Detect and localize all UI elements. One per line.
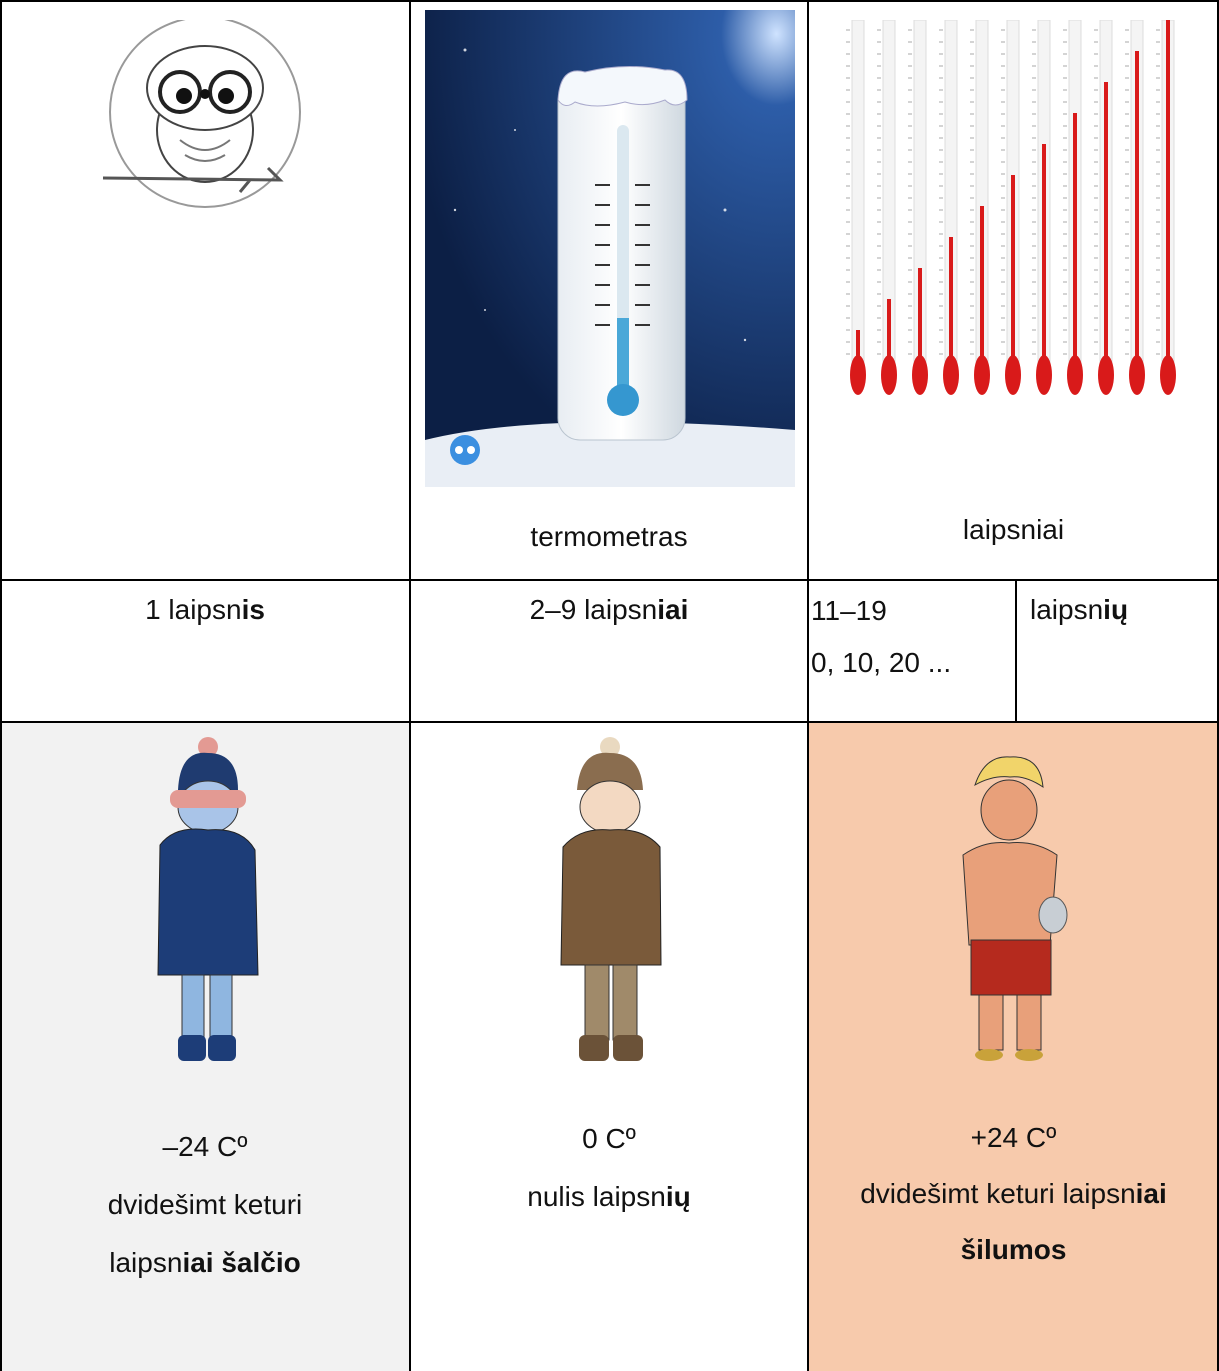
cell-text: 1 laipsnis	[0, 585, 410, 635]
text-run: dvidešimt keturi laipsn	[860, 1178, 1135, 1209]
text-line: 2–9 laipsniai	[410, 585, 808, 635]
text-run: termometras	[530, 521, 687, 552]
thermometer-part	[1042, 144, 1046, 365]
cell-text: +24 Cº dvidešimt keturi laipsniai šilumos	[808, 1110, 1219, 1278]
text-run: iai	[1136, 1178, 1167, 1209]
text-run: ių	[1103, 594, 1128, 625]
text-run: dvidešimt keturi	[108, 1189, 303, 1220]
cell-text: laipsniai	[808, 505, 1219, 555]
cell-text: 2–9 laipsniai	[410, 585, 808, 635]
border	[807, 0, 809, 1371]
thermometer-part	[949, 237, 953, 365]
text-line: +24 Cº	[808, 1110, 1219, 1166]
thermometer-part	[1104, 82, 1108, 365]
cell-text: laipsnių	[1030, 585, 1215, 635]
cell-text: 0 Cº nulis laipsnių	[410, 1110, 808, 1226]
thermometer-part	[980, 206, 984, 365]
thermometer-part	[1166, 20, 1170, 365]
cold-person	[130, 735, 280, 1065]
owl-image	[100, 20, 310, 210]
text-run: laipsn	[109, 1247, 182, 1278]
border	[0, 0, 1219, 2]
cell-text: termometras	[410, 512, 808, 562]
text-line: –24 Cº	[0, 1118, 410, 1176]
thermometer-part	[1135, 51, 1139, 365]
page: termometras laipsniai 1 laipsnis 2–9 lai…	[0, 0, 1219, 1371]
thermometer-part	[1005, 355, 1021, 395]
text-line: nulis laipsnių	[410, 1168, 808, 1226]
text-line: 0, 10, 20 ...	[811, 637, 1011, 689]
text-run: iai	[657, 594, 688, 625]
thermometers-image	[840, 20, 1190, 410]
border	[1015, 580, 1017, 722]
thermometer-part	[852, 20, 864, 365]
text-line: 1 laipsnis	[0, 585, 410, 635]
thermometer-part	[881, 355, 897, 395]
thermometer-part	[1011, 175, 1015, 365]
thermometer-part	[1067, 355, 1083, 395]
thermometer-part	[850, 355, 866, 395]
text-run: iai šalčio	[182, 1247, 300, 1278]
text-run: šilumos	[961, 1234, 1067, 1265]
text-run: 0 Cº	[582, 1123, 636, 1154]
text-run: –24 Cº	[163, 1131, 248, 1162]
text-run: laipsniai	[963, 514, 1064, 545]
text-run: 2–9 laipsn	[530, 594, 658, 625]
thermometer-part	[1129, 355, 1145, 395]
text-line: termometras	[410, 512, 808, 562]
neutral-person	[535, 735, 685, 1065]
thermometer-part	[974, 355, 990, 395]
text-line: laipsniai	[808, 505, 1219, 555]
text-run: laipsn	[1030, 594, 1103, 625]
text-line: šilumos	[808, 1222, 1219, 1278]
text-run: 1 laipsn	[145, 594, 242, 625]
text-run: 11–19	[811, 595, 887, 626]
text-line: dvidešimt keturi	[0, 1176, 410, 1234]
thermometer-part	[912, 355, 928, 395]
text-line: 11–19	[811, 585, 1011, 637]
cell-text: 11–19 0, 10, 20 ...	[811, 585, 1011, 689]
border	[0, 579, 1219, 581]
cell-text: –24 Cº dvidešimt keturi laipsniai šalčio	[0, 1118, 410, 1292]
border	[409, 0, 411, 1371]
text-line: laipsniai šalčio	[0, 1234, 410, 1292]
border	[0, 0, 2, 1371]
text-run: nulis laipsn	[527, 1181, 666, 1212]
thermometer-part	[918, 268, 922, 365]
text-line: dvidešimt keturi laipsniai	[808, 1166, 1219, 1222]
border	[0, 721, 1219, 723]
text-run: 0, 10, 20 ...	[811, 647, 951, 678]
text-line: laipsnių	[1030, 585, 1215, 635]
thermometer-part	[1098, 355, 1114, 395]
thermometer-part	[1036, 355, 1052, 395]
text-run: +24 Cº	[971, 1122, 1057, 1153]
thermometer-part	[1073, 113, 1077, 365]
thermometer-image	[425, 10, 795, 487]
thermometer-part	[943, 355, 959, 395]
text-run: ių	[666, 1181, 691, 1212]
warm-person	[935, 745, 1085, 1075]
thermometer-part	[1160, 355, 1176, 395]
text-line: 0 Cº	[410, 1110, 808, 1168]
text-run: is	[242, 594, 265, 625]
